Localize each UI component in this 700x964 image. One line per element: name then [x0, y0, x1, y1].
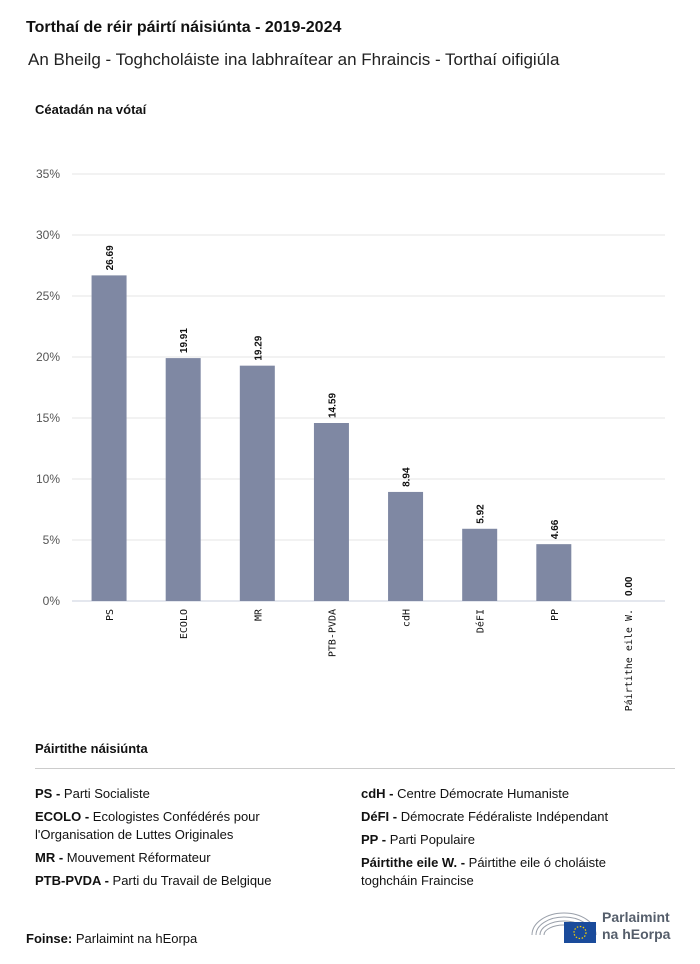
- bar: [313, 423, 349, 601]
- bar: [536, 544, 572, 601]
- y-tick-label: 25%: [36, 289, 60, 303]
- x-tick-label: PP: [550, 609, 561, 621]
- bar: [388, 491, 424, 601]
- hemicycle-icon: [531, 912, 597, 943]
- y-tick-label: 15%: [36, 411, 60, 425]
- data-label: 0.00: [624, 576, 635, 596]
- legend-item: Páirtithe eile W. - Páirtithe eile ó cho…: [361, 855, 606, 888]
- european-parliament-logo: Parlaimint na hEorpa: [530, 905, 680, 945]
- y-tick-label: 0%: [43, 594, 61, 608]
- bar: [462, 528, 498, 601]
- y-tick-label: 35%: [36, 167, 60, 181]
- data-label: 8.94: [402, 467, 413, 487]
- legend-item: PP - Parti Populaire: [361, 832, 475, 847]
- x-tick-label: Páirtithe eile W.: [623, 609, 635, 711]
- data-label: 19.91: [179, 328, 190, 353]
- legend-title: Páirtithe náisiúnta: [35, 741, 148, 756]
- data-label: 5.92: [476, 504, 487, 524]
- legend-item: DéFI - Démocrate Fédéraliste Indépendant: [361, 809, 609, 824]
- legend-divider: [35, 768, 675, 769]
- x-tick-label: MR: [253, 608, 264, 621]
- source-note: Foinse: Parlaimint na hEorpa: [26, 931, 198, 946]
- y-tick-label: 30%: [36, 228, 60, 242]
- x-tick-label: DéFI: [475, 609, 487, 633]
- bar: [165, 358, 201, 601]
- chart-title: Torthaí de réir páirtí náisiúnta - 2019-…: [26, 19, 342, 36]
- legend-item: MR - Mouvement Réformateur: [35, 850, 211, 865]
- data-label: 19.29: [253, 335, 264, 360]
- x-tick-label: PTB-PVDA: [327, 609, 338, 657]
- chart-subtitle: An Bheilg - Toghcholáiste ina labhraítea…: [28, 50, 560, 69]
- x-tick-label: PS: [105, 609, 116, 621]
- bar: [239, 365, 275, 601]
- bar: [91, 275, 127, 601]
- data-label: 26.69: [105, 245, 116, 270]
- y-tick-label: 10%: [36, 472, 60, 486]
- data-label: 14.59: [327, 393, 338, 418]
- legend-item: PS - Parti Socialiste: [35, 786, 150, 801]
- legend-item: PTB-PVDA - Parti du Travail de Belgique: [35, 873, 272, 888]
- x-tick-label: cdH: [402, 609, 413, 627]
- bar-chart: 0% 5% 10% 15% 20% 25% 30% 35% 26.69 PS 19.91 ECOLO 1…: [36, 167, 665, 711]
- legend-item: cdH - Centre Démocrate Humaniste: [361, 786, 570, 801]
- data-label: 4.66: [550, 519, 561, 539]
- y-tick-label: 20%: [36, 350, 60, 364]
- y-axis-label: Céatadán na vótaí: [35, 102, 147, 117]
- legend-item: ECOLO - Ecologistes Confédérés pour l'Or…: [35, 809, 260, 842]
- x-tick-label: ECOLO: [179, 609, 190, 639]
- y-tick-label: 5%: [43, 533, 61, 547]
